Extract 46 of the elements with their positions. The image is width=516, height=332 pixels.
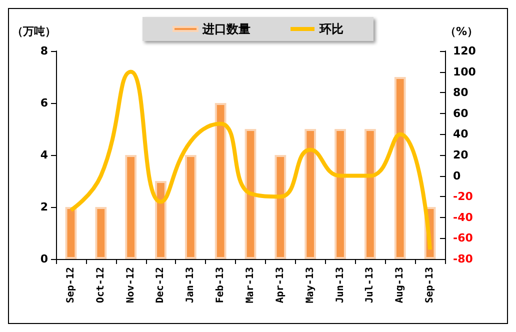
x-tick-label: Sep-12 [65,267,76,304]
x-tick-label: Mar-13 [245,267,256,304]
bar [274,155,286,259]
y2-tick-label: 0 [453,169,461,182]
y2-tick-label: -60 [453,232,474,245]
bar [364,129,376,259]
y2-tick-label: 60 [453,106,469,120]
bar [155,181,166,259]
bar [244,129,256,259]
y2-tick-label: 40 [453,128,469,141]
line-series [68,70,432,252]
y2-axis-title: （%） [445,25,478,38]
x-tick-label: Nov-12 [125,267,136,304]
x-tick-label: Dec-12 [155,267,166,304]
x-tick-label: May-13 [304,267,316,304]
x-tick-label: Feb-13 [215,267,226,304]
x-tick-label: Sep-13 [424,267,436,304]
x-tick-label: Jul-13 [364,267,376,304]
x-tick-label: Aug-13 [394,267,406,304]
bar [184,155,196,259]
bar [334,129,346,259]
bar [95,207,107,259]
y-tick-label: 8 [40,44,48,58]
bar [394,77,406,259]
y2-tick-label: 100 [453,65,476,78]
y2-tick-label: 80 [453,86,469,100]
y2-tick-label: 120 [453,44,476,58]
legend-label: 环比 [318,22,344,36]
y2-tick-label: -80 [453,252,474,266]
x-tick-label: Jun-13 [334,267,346,304]
y2-tick-label: -40 [453,210,474,224]
y-tick-label: 0 [40,252,48,266]
bar [214,103,226,259]
y-tick-label: 2 [40,200,48,214]
y2-tick-label: -20 [453,190,474,204]
bar [304,129,316,259]
x-tick-label: Oct-12 [95,267,106,304]
y-axis-title: （万吨） [12,25,56,38]
x-tick-label: Jan-13 [185,267,196,304]
bar [65,207,77,259]
y-tick-label: 6 [40,96,48,110]
y2-tick-label: 20 [453,148,469,162]
legend-label: 进口数量 [202,22,250,36]
bar [125,155,136,259]
y-tick-label: 4 [40,148,48,162]
x-tick-label: Apr-13 [274,267,286,304]
